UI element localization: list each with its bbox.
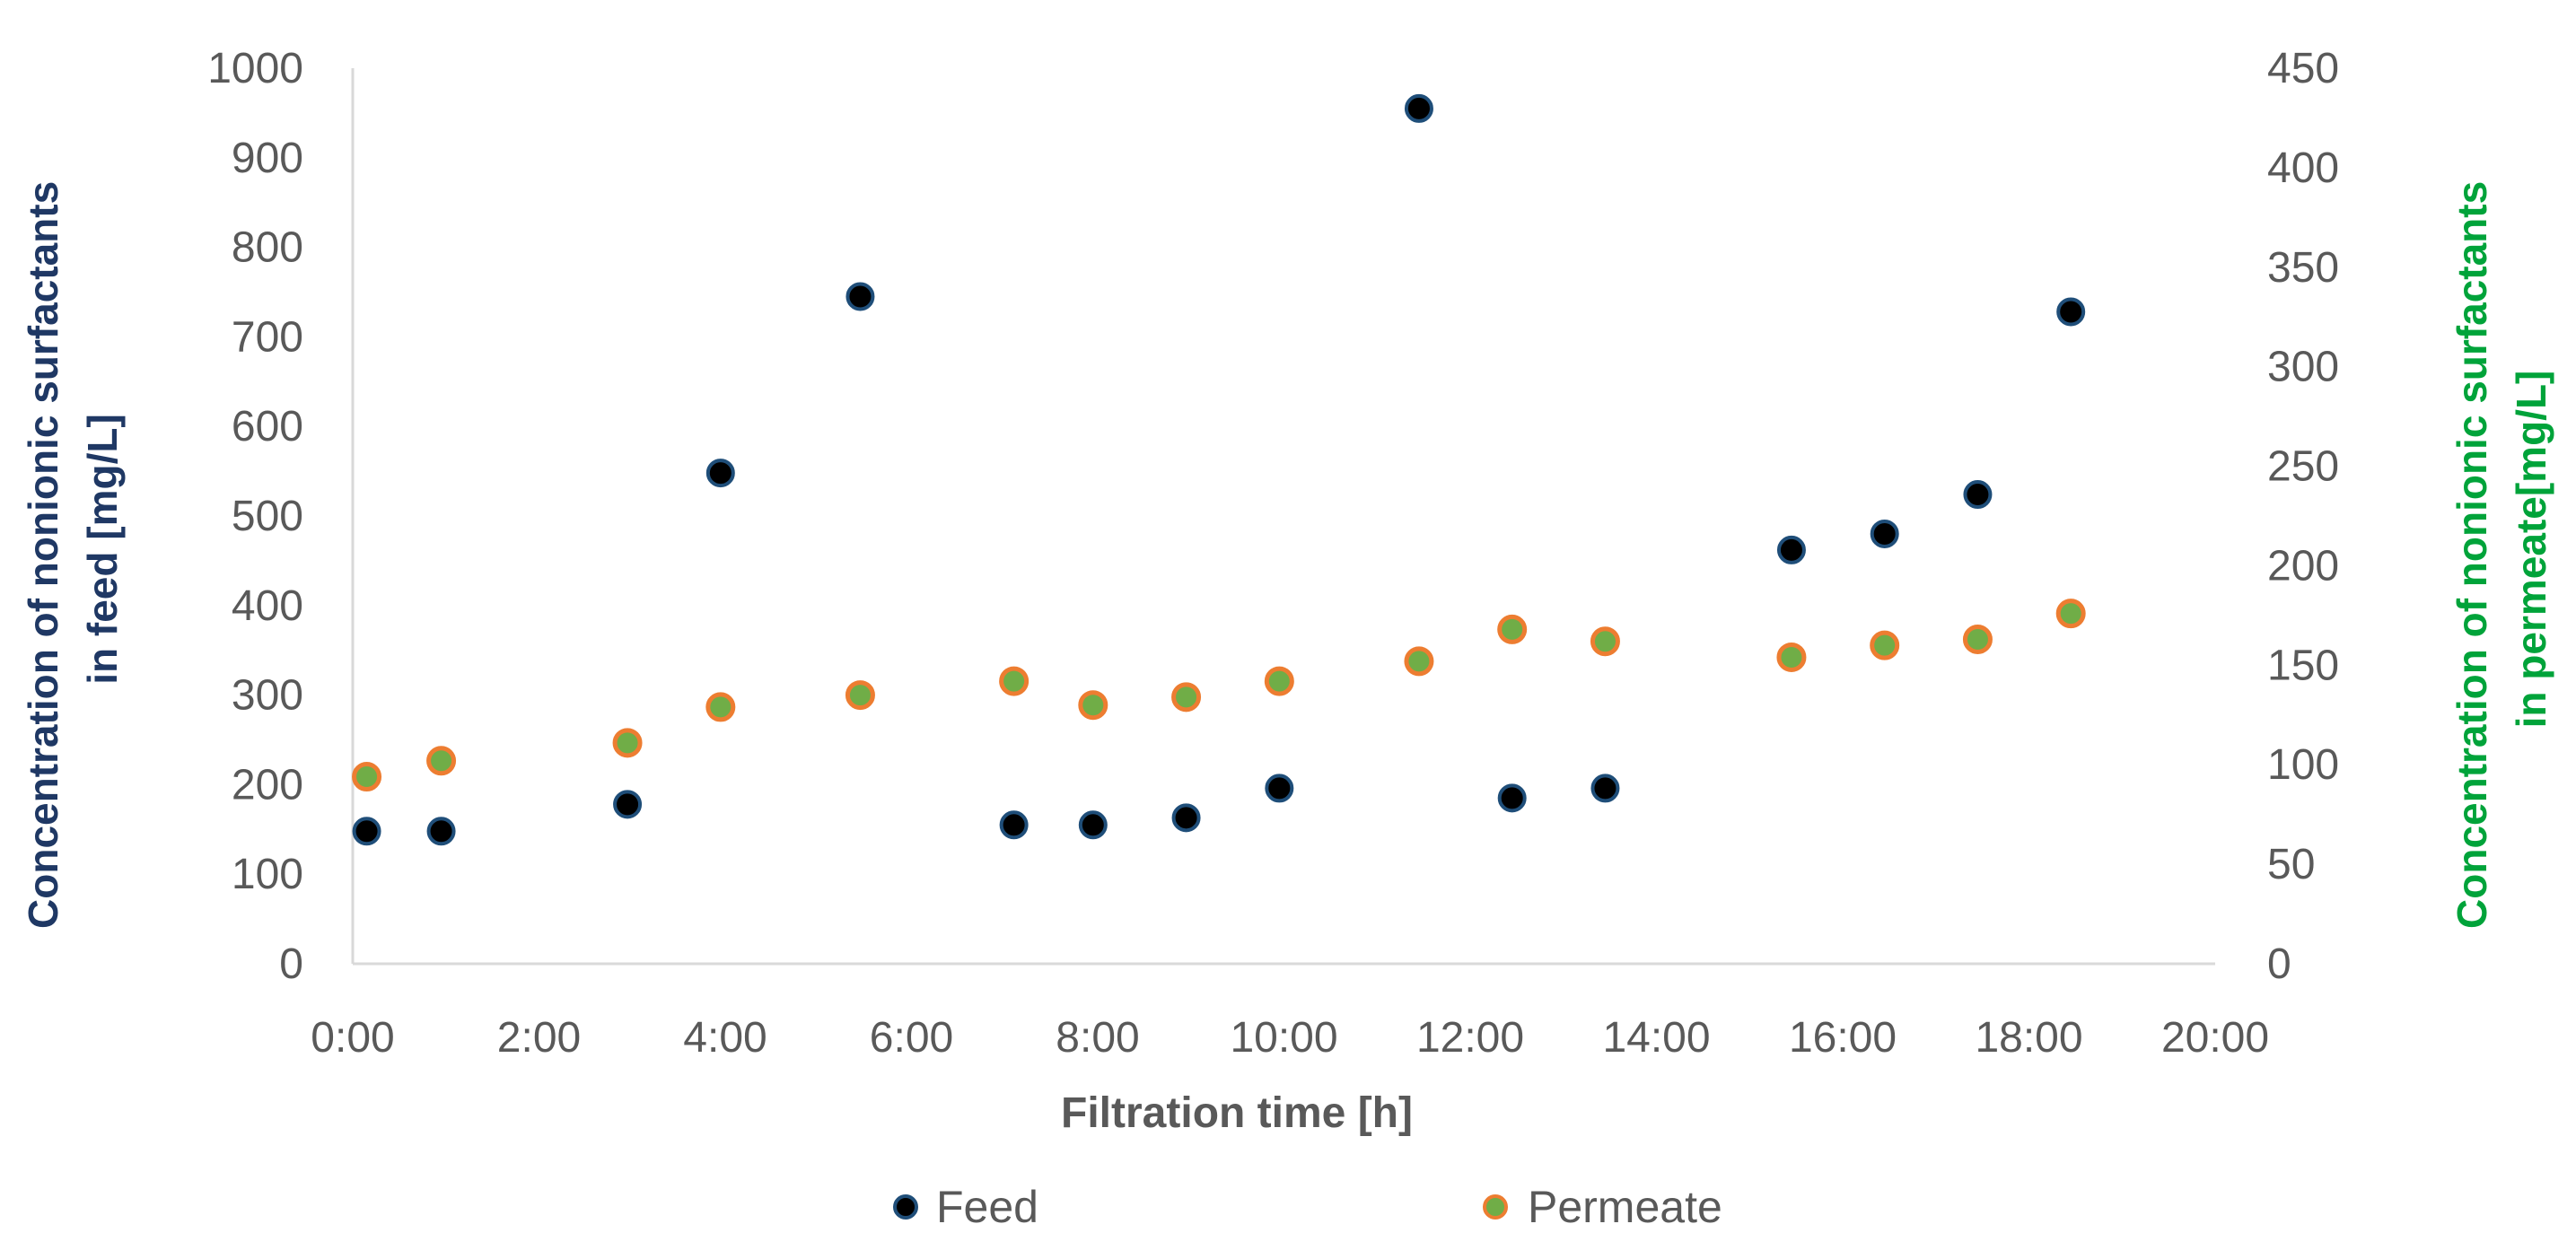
permeate-point[interactable] [1962, 625, 1993, 655]
left-axis-tick-label: 400 [232, 582, 303, 630]
right-axis-tick-label: 150 [2267, 642, 2339, 689]
feed-point[interactable] [846, 282, 875, 311]
x-axis-tick-label: 4:00 [683, 1014, 767, 1062]
legend-item-permeate[interactable]: Permeate [1483, 1182, 1722, 1232]
left-axis-tick-label: 100 [232, 851, 303, 898]
feed-point[interactable] [705, 459, 735, 488]
feed-point[interactable] [352, 817, 381, 846]
x-axis-tick-label: 0:00 [311, 1014, 394, 1062]
right-axis-title: Concentration of nonionic surfactants in… [2449, 170, 2554, 929]
feed-point[interactable] [1404, 93, 1433, 123]
permeate-point[interactable] [2055, 599, 2086, 629]
x-axis-tick-label: 18:00 [1975, 1014, 2082, 1062]
x-axis-ticks: 0:00 2:00 4:00 6:00 8:00 10:00 12:00 14:00 16:00… [311, 1014, 2269, 1062]
feed-point[interactable] [613, 790, 643, 819]
permeate-point[interactable] [1497, 614, 1528, 644]
feed-point[interactable] [1590, 774, 1620, 803]
legend: Feed Permeate [893, 1182, 1722, 1232]
left-axis-tick-label: 600 [232, 403, 303, 450]
feed-point[interactable] [1963, 480, 1993, 510]
permeate-point[interactable] [705, 692, 736, 722]
left-axis-tick-label: 800 [232, 224, 303, 272]
permeate-point[interactable] [999, 666, 1030, 696]
legend-item-feed[interactable]: Feed [893, 1182, 1038, 1232]
right-axis-tick-label: 50 [2267, 841, 2315, 888]
x-axis-tick-label: 14:00 [1602, 1014, 1710, 1062]
left-axis-title: Concentration of nonionic surfactants in… [20, 170, 126, 929]
permeate-point[interactable] [845, 680, 875, 711]
permeate-point[interactable] [1870, 630, 1900, 660]
left-axis-tick-label: 1000 [207, 45, 303, 92]
legend-label-permeate: Permeate [1528, 1182, 1722, 1232]
feed-point[interactable] [1171, 803, 1201, 833]
permeate-point[interactable] [1171, 682, 1202, 713]
right-axis-tick-label: 200 [2267, 542, 2339, 590]
right-axis-tick-label: 450 [2267, 45, 2339, 92]
left-axis-tick-label: 900 [232, 135, 303, 182]
left-axis-tick-label: 0 [279, 940, 303, 988]
right-axis-tick-label: 300 [2267, 344, 2339, 391]
permeate-point[interactable] [1078, 690, 1108, 721]
permeate-point[interactable] [1776, 642, 1807, 672]
right-axis-tick-label: 400 [2267, 144, 2339, 192]
x-axis-title: Filtration time [h] [1061, 1089, 1413, 1137]
permeate-point[interactable] [426, 746, 457, 776]
legend-marker-feed [893, 1194, 918, 1220]
left-axis-tick-label: 200 [232, 761, 303, 809]
feed-point[interactable] [1265, 774, 1294, 803]
x-axis-tick-label: 12:00 [1416, 1014, 1524, 1062]
left-axis-tick-label: 700 [232, 313, 303, 361]
x-axis-tick-label: 16:00 [1789, 1014, 1897, 1062]
feed-point[interactable] [426, 817, 456, 846]
right-axis-ticks: 0 50 100 150 200 250 300 350 400 450 [2267, 45, 2339, 988]
right-axis-tick-label: 100 [2267, 741, 2339, 789]
x-axis-tick-label: 8:00 [1056, 1014, 1139, 1062]
permeate-point[interactable] [352, 762, 382, 792]
permeate-point[interactable] [612, 728, 643, 758]
permeate-point[interactable] [1590, 626, 1620, 657]
feed-point[interactable] [1078, 810, 1108, 840]
permeate-point[interactable] [1264, 666, 1294, 696]
feed-point[interactable] [2056, 297, 2086, 327]
permeate-point[interactable] [1404, 646, 1434, 677]
right-axis-title-line-1: Concentration of nonionic surfactants [2449, 181, 2495, 929]
left-axis-ticks: 0 100 200 300 400 500 600 700 800 900 1000 [207, 45, 303, 988]
left-axis-title-line-1: Concentration of nonionic surfactants [20, 181, 66, 929]
feed-point[interactable] [1497, 783, 1527, 813]
right-axis-tick-label: 350 [2267, 244, 2339, 292]
x-axis-tick-label: 2:00 [497, 1014, 581, 1062]
left-axis-title-line-2: in feed [mg/L] [79, 414, 126, 685]
x-axis-tick-label: 20:00 [2161, 1014, 2269, 1062]
right-axis-title-line-2: in permeate[mg/L] [2508, 371, 2554, 729]
right-axis-tick-label: 250 [2267, 443, 2339, 491]
right-axis-tick-label: 0 [2267, 940, 2291, 988]
feed-point[interactable] [1870, 519, 1899, 548]
x-axis-tick-label: 6:00 [870, 1014, 953, 1062]
axes [351, 68, 2215, 966]
legend-marker-permeate [1483, 1194, 1508, 1220]
series-feed [352, 93, 2086, 846]
feed-point[interactable] [1776, 535, 1806, 564]
series-permeate [352, 599, 2086, 792]
left-axis-tick-label: 300 [232, 672, 303, 720]
legend-label-feed: Feed [936, 1182, 1038, 1232]
x-axis-tick-label: 10:00 [1230, 1014, 1337, 1062]
left-axis-tick-label: 500 [232, 493, 303, 540]
feed-point[interactable] [999, 810, 1029, 840]
